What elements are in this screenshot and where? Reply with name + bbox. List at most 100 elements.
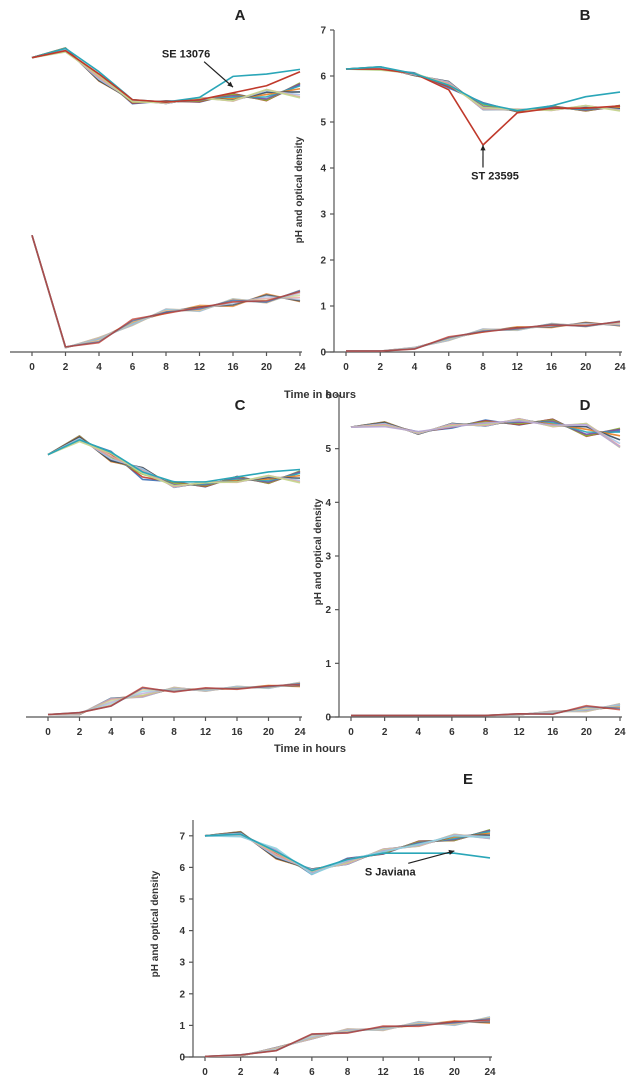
y-tick-label: 6 <box>325 391 331 402</box>
y-axis-title-middle: pH and optical density <box>313 498 324 605</box>
series-line-od <box>346 322 621 352</box>
series-line-highlight <box>47 438 301 483</box>
x-tick-label: 2 <box>382 727 388 738</box>
x-tick-label: 6 <box>309 1067 315 1078</box>
series-line-od <box>31 234 301 349</box>
series-line-od <box>31 234 301 349</box>
x-tick-label: 6 <box>140 727 146 738</box>
series-line-od <box>351 704 621 717</box>
x-tick-label: 12 <box>378 1067 390 1078</box>
series-line-od <box>204 1020 491 1058</box>
series-line-ph <box>345 66 621 113</box>
series-line-od <box>31 234 301 348</box>
y-tick-label: 3 <box>325 552 331 563</box>
x-tick-label: 8 <box>480 362 486 373</box>
x-tick-label: 2 <box>238 1067 244 1078</box>
x-tick-label: 16 <box>546 362 558 373</box>
x-axis-title-middle: Time in hours <box>274 743 346 755</box>
x-tick-label: 16 <box>227 362 239 373</box>
series-line-od <box>204 1019 491 1058</box>
x-tick-label: 0 <box>29 362 35 373</box>
x-tick-label: 24 <box>294 362 306 373</box>
x-tick-label: 16 <box>547 727 559 738</box>
y-tick-label: 4 <box>320 164 326 175</box>
series-line-od <box>204 1021 491 1058</box>
series-line-od <box>31 234 301 349</box>
series-line-od <box>31 234 301 349</box>
panel-letter-c: C <box>235 397 246 414</box>
series-line-od <box>47 683 301 716</box>
y-tick-label: 2 <box>325 605 331 616</box>
y-tick-label: 3 <box>320 210 326 221</box>
annotation-label: SE 13076 <box>162 49 210 61</box>
y-tick-label: 5 <box>179 895 185 906</box>
y-axis-title-bottom: pH and optical density <box>150 870 161 977</box>
series-line-od <box>346 322 621 352</box>
x-tick-label: 24 <box>614 362 626 373</box>
y-axis-title-top: pH and optical density <box>294 136 305 243</box>
x-tick-label: 16 <box>231 727 243 738</box>
x-tick-label: 12 <box>514 727 526 738</box>
y-tick-label: 5 <box>320 118 326 129</box>
panel-letter-e: E <box>463 771 473 788</box>
x-tick-label: 4 <box>96 362 102 373</box>
x-tick-label: 4 <box>273 1067 279 1078</box>
series-line-ph <box>204 835 491 876</box>
x-tick-label: 0 <box>343 362 349 373</box>
y-tick-label: 7 <box>320 26 326 37</box>
annotation-arrow <box>408 850 455 864</box>
series-line-od <box>31 234 301 348</box>
panel-c: C0 2 4 6 8 12 16 20 24 <box>26 397 306 738</box>
y-tick-label: 6 <box>179 863 185 874</box>
y-tick-label: 1 <box>179 1021 185 1032</box>
y-tick-label: 6 <box>320 72 326 83</box>
x-tick-label: 16 <box>413 1067 425 1078</box>
series-line-od <box>346 323 621 352</box>
series-line-highlight <box>345 66 621 112</box>
series-line-od <box>346 320 621 352</box>
x-tick-label: 24 <box>484 1067 496 1078</box>
panel-letter-b: B <box>580 7 591 24</box>
series-line-od <box>346 321 621 352</box>
x-tick-label: 2 <box>63 362 69 373</box>
y-tick-label: 0 <box>179 1053 185 1064</box>
x-tick-label: 6 <box>446 362 452 373</box>
y-tick-label: 3 <box>179 958 185 969</box>
x-tick-label: 2 <box>77 727 83 738</box>
series-line-od <box>204 1019 491 1058</box>
x-axis-title-top: Time in hours <box>284 389 356 401</box>
series-line-highlight <box>31 49 301 103</box>
x-tick-label: 20 <box>449 1067 461 1078</box>
series-line-ph <box>350 420 621 448</box>
x-tick-label: 20 <box>580 362 592 373</box>
y-tick-label: 0 <box>320 348 326 359</box>
panel-letter-a: A <box>235 7 246 24</box>
x-tick-label: 0 <box>348 727 354 738</box>
x-tick-label: 4 <box>108 727 114 738</box>
x-tick-label: 8 <box>483 727 489 738</box>
y-tick-label: 4 <box>325 498 331 509</box>
x-tick-label: 6 <box>449 727 455 738</box>
x-tick-label: 24 <box>614 727 626 738</box>
series-line-ph <box>47 440 301 487</box>
x-tick-label: 4 <box>415 727 421 738</box>
y-tick-label: 2 <box>320 256 326 267</box>
x-tick-label: 0 <box>45 727 51 738</box>
panel-letter-d: D <box>580 397 591 414</box>
x-tick-label: 20 <box>261 362 273 373</box>
annotation-arrowhead <box>448 849 455 855</box>
series-line-od <box>31 234 301 348</box>
series-line-highlight <box>204 833 491 872</box>
y-tick-label: 5 <box>325 444 331 455</box>
series-line-od <box>31 234 301 349</box>
y-tick-label: 4 <box>179 926 185 937</box>
x-tick-label: 12 <box>512 362 524 373</box>
annotation-label: ST 23595 <box>471 171 519 183</box>
annotation-arrowhead <box>227 81 233 88</box>
x-tick-label: 0 <box>202 1067 208 1078</box>
y-tick-label: 7 <box>179 831 185 842</box>
